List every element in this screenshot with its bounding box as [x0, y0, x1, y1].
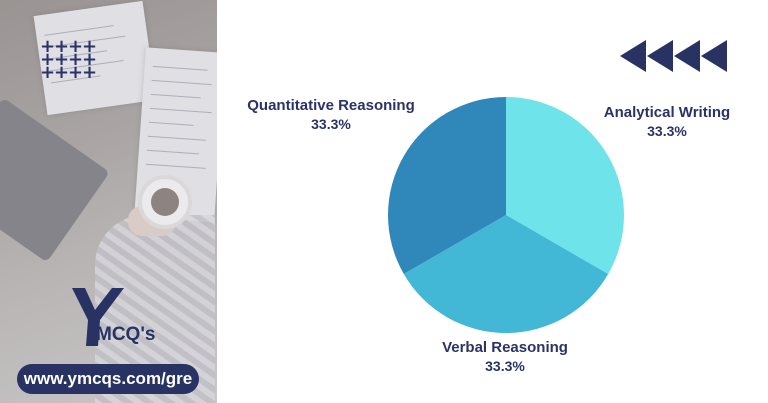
- svg-text:MCQ's: MCQ's: [96, 324, 155, 345]
- plus-pattern-icon: + + + + + + + + + + + +: [40, 36, 98, 83]
- pie-slice-analytical-writing: [506, 97, 624, 274]
- pie-slice-verbal-reasoning: [403, 215, 609, 333]
- pie-slice-quantitative-reasoning: [388, 97, 506, 274]
- label-quantitative-reasoning: Quantitative Reasoning 33.3%: [247, 97, 415, 132]
- coffee-cup-image: [138, 175, 192, 229]
- website-url[interactable]: www.ymcqs.com/gre: [17, 364, 199, 394]
- pie-chart: [388, 97, 624, 333]
- label-analytical-writing: Analytical Writing 33.3%: [603, 104, 731, 139]
- ymcqs-logo: MCQ's: [72, 288, 155, 346]
- background-photo: + + + + + + + + + + + + MCQ's www.ymcqs.com/gre: [0, 0, 217, 403]
- label-verbal-reasoning: Verbal Reasoning 33.3%: [442, 339, 568, 374]
- chevron-left-icon: [620, 40, 727, 72]
